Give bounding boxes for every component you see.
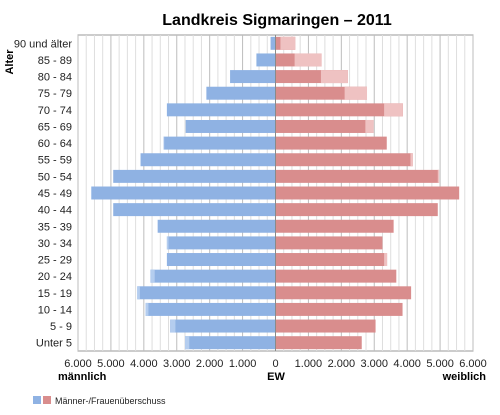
chart-title: Landkreis Sigmaringen – 2011 <box>162 12 392 29</box>
x-tick-label: 3.000 <box>360 358 388 370</box>
y-tick-label: 60 - 64 <box>38 138 72 150</box>
bar-men <box>167 236 276 249</box>
y-tick-label: 50 - 54 <box>38 171 72 183</box>
x-tick-label: 6.000 <box>459 358 487 370</box>
y-tick-label: 10 - 14 <box>38 304 72 316</box>
y-tick-label: 15 - 19 <box>38 288 72 300</box>
x-axis-label-left: männlich <box>58 371 107 383</box>
bar-women <box>276 153 413 166</box>
bar-women <box>276 187 460 200</box>
x-tick-label: 2.000 <box>328 358 356 370</box>
bar-women <box>276 336 362 349</box>
y-tick-label: 75 - 79 <box>38 88 72 100</box>
bar-men-surplus <box>137 286 140 299</box>
bar-women-surplus <box>384 103 403 116</box>
x-tick-label: 5.000 <box>97 358 125 370</box>
bar-men <box>206 87 275 100</box>
bar-men-surplus <box>145 303 148 316</box>
y-tick-label: 25 - 29 <box>38 255 72 267</box>
bar-women <box>276 253 388 266</box>
legend-swatch-women <box>43 396 51 404</box>
bar-men-surplus <box>164 137 165 150</box>
bar-women <box>276 286 412 299</box>
bar-women-surplus <box>321 70 348 83</box>
bar-women <box>276 203 438 216</box>
bar-men <box>158 220 276 233</box>
bar-men <box>186 120 276 133</box>
bar-men-surplus <box>170 320 175 333</box>
y-tick-label: 35 - 39 <box>38 221 72 233</box>
x-axis-label-center: EW <box>267 371 285 383</box>
bar-men <box>113 203 275 216</box>
legend: Männer-/Frauenüberschuss <box>33 396 166 406</box>
y-tick-label: 45 - 49 <box>38 188 72 200</box>
y-tick-label: 20 - 24 <box>38 271 72 283</box>
bar-women-surplus <box>295 53 322 66</box>
bar-men <box>137 286 275 299</box>
x-tick-label: 4.000 <box>130 358 158 370</box>
bar-men <box>113 170 275 183</box>
bar-women <box>276 103 403 116</box>
bar-women <box>276 320 376 333</box>
y-tick-label: 80 - 84 <box>38 72 72 84</box>
y-tick-label: 55 - 59 <box>38 155 72 167</box>
bar-men <box>141 153 276 166</box>
bar-men <box>145 303 275 316</box>
y-tick-label: 65 - 69 <box>38 121 72 133</box>
bar-women-surplus <box>410 153 412 166</box>
bar-men <box>91 187 275 200</box>
bar-women-surplus <box>438 170 439 183</box>
bar-men-surplus <box>150 270 154 283</box>
y-tick-label: 30 - 34 <box>38 238 72 250</box>
bar-women <box>276 220 394 233</box>
x-tick-label: 3.000 <box>163 358 191 370</box>
bar-women <box>276 170 440 183</box>
bar-women-surplus <box>345 87 367 100</box>
legend-swatch-men <box>33 396 41 404</box>
bar-men <box>150 270 275 283</box>
y-tick-label: 70 - 74 <box>38 105 72 117</box>
bar-women <box>276 120 374 133</box>
legend-label: Männer-/Frauenüberschuss <box>55 396 166 406</box>
bar-men <box>167 253 276 266</box>
x-tick-label: 5.000 <box>426 358 454 370</box>
bar-women-surplus <box>384 253 387 266</box>
bar-men <box>170 320 275 333</box>
bar-men-surplus <box>185 336 189 349</box>
x-tick-label: 4.000 <box>393 358 421 370</box>
bar-women-surplus <box>280 37 295 50</box>
x-tick-label: 6.000 <box>64 358 92 370</box>
bar-men <box>230 70 275 83</box>
x-tick-labels: 6.000 5.000 4.000 3.000 2.000 1.000 0 1.000 2.00… <box>64 358 487 370</box>
bar-women <box>276 270 397 283</box>
bar-men-surplus <box>91 187 92 200</box>
bar-women <box>276 303 403 316</box>
bar-men <box>164 137 276 150</box>
bar-men-surplus <box>167 236 169 249</box>
bar-men <box>167 103 276 116</box>
x-tick-label: 2.000 <box>196 358 224 370</box>
bar-women <box>276 137 387 150</box>
bar-men <box>256 53 275 66</box>
y-tick-label: 40 - 44 <box>38 205 72 217</box>
x-tick-label: 0 <box>272 358 278 370</box>
y-tick-label: 90 und älter <box>14 38 72 50</box>
y-tick-label: Unter 5 <box>36 338 72 350</box>
x-tick-label: 1.000 <box>295 358 323 370</box>
bar-men <box>185 336 276 349</box>
x-tick-label: 1.000 <box>229 358 257 370</box>
x-axis-label-right: weiblich <box>442 371 487 383</box>
bar-men <box>271 37 276 50</box>
y-tick-label: 5 - 9 <box>50 321 72 333</box>
bar-women-surplus <box>365 120 373 133</box>
bar-women <box>276 236 383 249</box>
y-tick-label: 85 - 89 <box>38 55 72 67</box>
y-tick-labels: 90 und älter 85 - 89 80 - 84 75 - 79 70 - 74… <box>14 38 72 349</box>
y-axis-label: Alter <box>4 49 16 75</box>
